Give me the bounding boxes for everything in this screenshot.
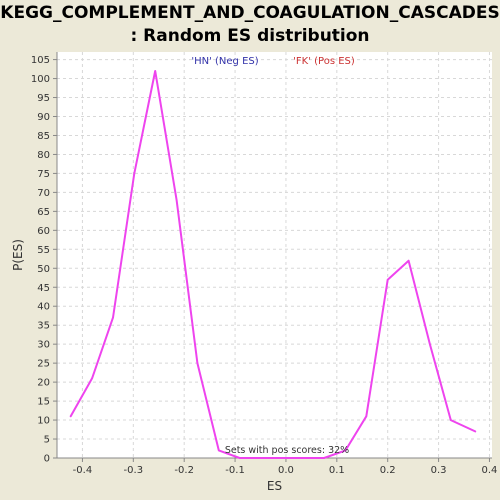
plot-area: [57, 52, 492, 458]
x-tick-label: 0.3: [431, 465, 447, 476]
x-tick-label: -0.3: [124, 465, 144, 476]
pos-scores-annotation: Sets with pos scores: 32%: [225, 445, 349, 456]
y-tick-label: 15: [37, 397, 50, 408]
es-distribution-line: [69, 70, 477, 459]
y-tick-label: 70: [37, 188, 50, 199]
x-tick-label: 0.4: [482, 465, 498, 476]
y-tick-label: 10: [37, 416, 50, 427]
y-tick-label: 50: [37, 264, 50, 275]
y-tick-label: 5: [44, 435, 50, 446]
y-tick-label: 100: [31, 74, 50, 85]
y-tick-label: 80: [37, 150, 50, 161]
y-tick-label: 0: [44, 454, 50, 465]
y-tick-label: 105: [31, 55, 50, 66]
x-axis-label: ES: [267, 479, 282, 493]
chart-title-line-1: KEGG_COMPLEMENT_AND_COAGULATION_CASCADES: [0, 3, 500, 23]
y-tick-label: 30: [37, 340, 50, 351]
y-tick-label: 60: [37, 226, 50, 237]
y-tick-label: 35: [37, 321, 50, 332]
chart-title-line-2: : Random ES distribution: [130, 26, 370, 46]
y-tick-label: 45: [37, 283, 50, 294]
y-tick-label: 75: [37, 169, 50, 180]
legend-pos-es: 'FK' (Pos ES): [293, 56, 355, 67]
y-tick-label: 55: [37, 245, 50, 256]
x-tick-label: 0.1: [329, 465, 345, 476]
y-tick-label: 20: [37, 378, 50, 389]
y-tick-label: 85: [37, 131, 50, 142]
legend-neg-es: 'HN' (Neg ES): [191, 56, 258, 67]
x-tick-label: -0.4: [73, 465, 93, 476]
y-tick-label: 25: [37, 359, 50, 370]
x-tick-label: 0.0: [278, 465, 294, 476]
x-tick-label: -0.1: [225, 465, 245, 476]
y-tick-label: 95: [37, 93, 50, 104]
y-tick-label: 90: [37, 112, 50, 123]
x-tick-label: 0.2: [380, 465, 396, 476]
y-axis-label: P(ES): [11, 239, 25, 271]
y-tick-label: 65: [37, 207, 50, 218]
y-tick-label: 40: [37, 302, 50, 313]
x-tick-label: -0.2: [174, 465, 194, 476]
